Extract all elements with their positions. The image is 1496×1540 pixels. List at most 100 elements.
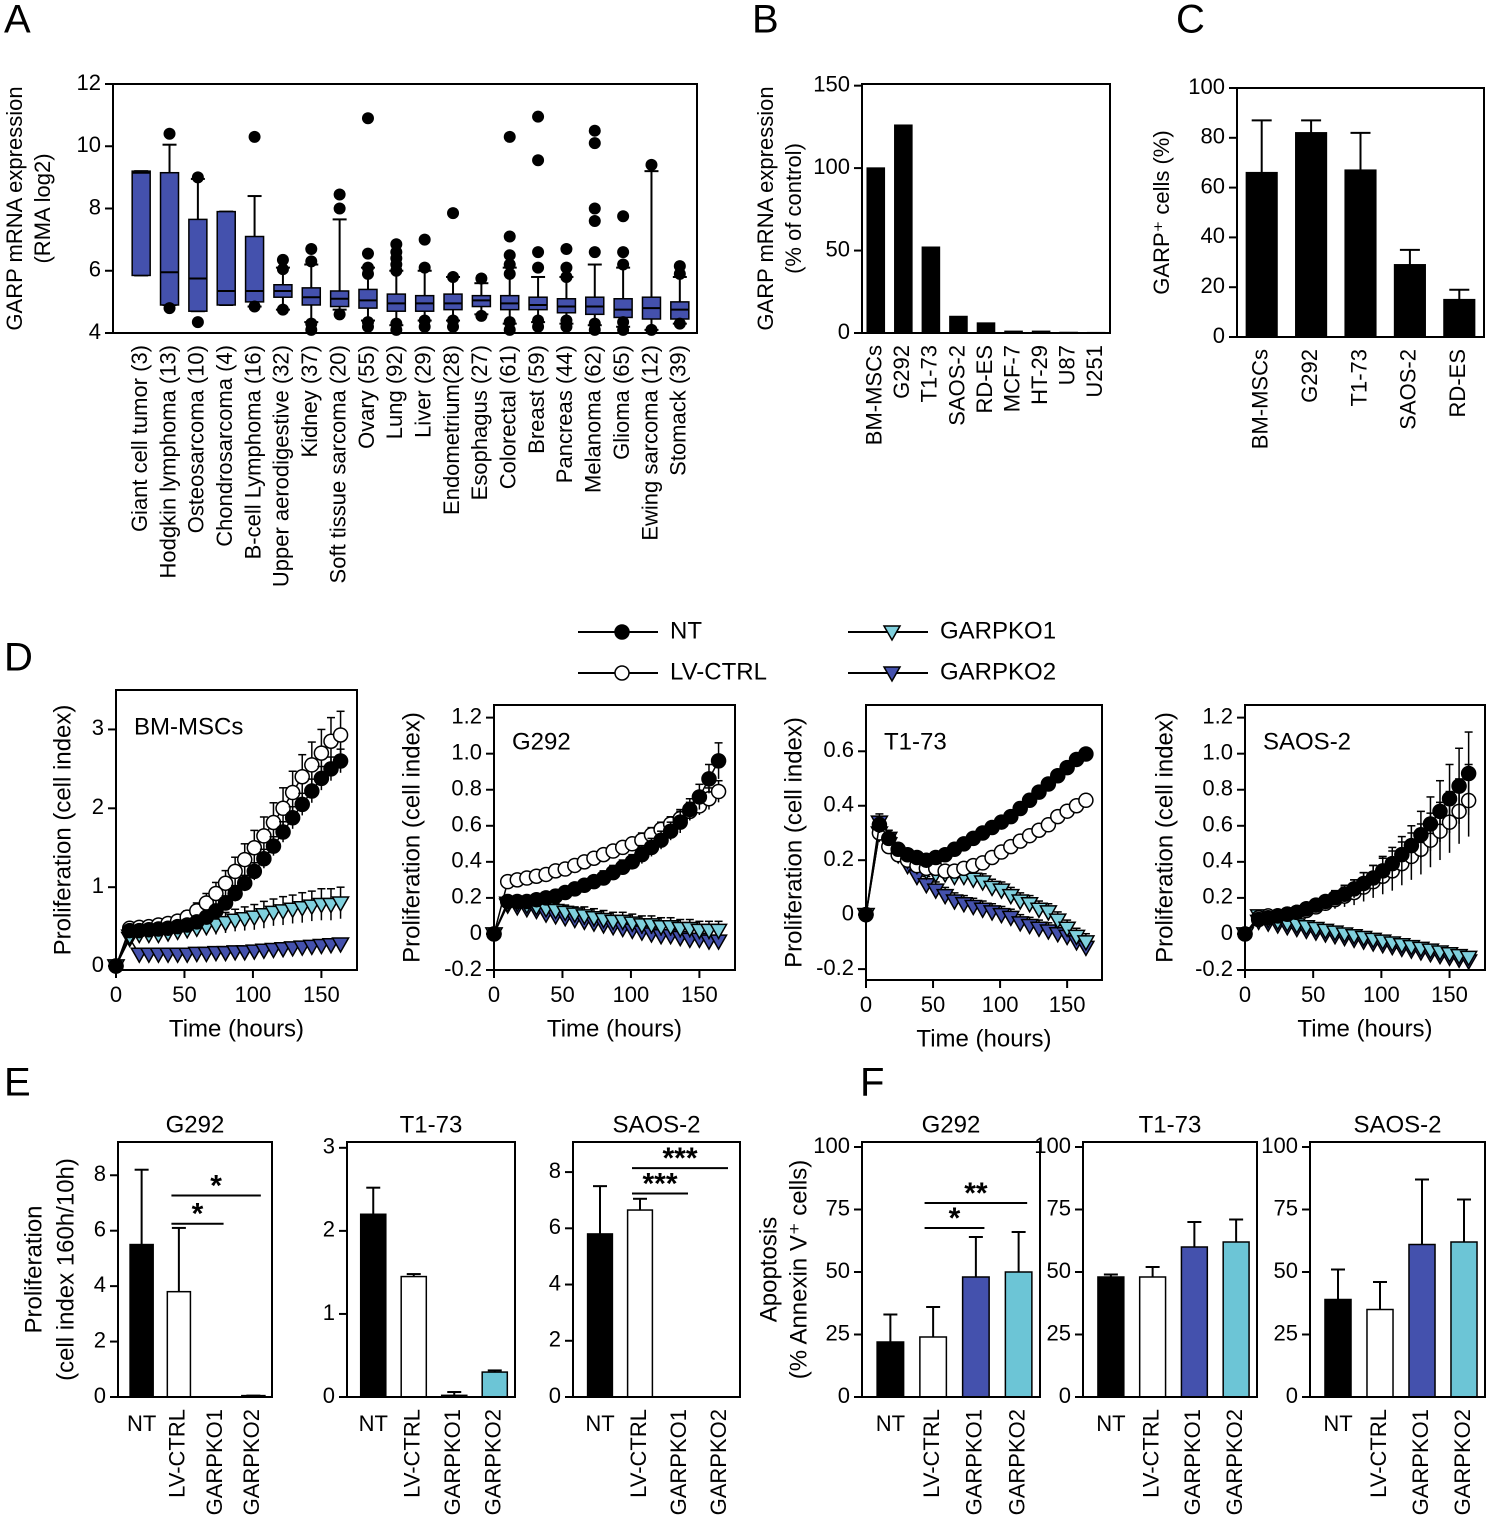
x-tick-label: Colorectal (61) (496, 345, 521, 489)
x-tick-label: GARPKO2 (706, 1409, 731, 1515)
outlier (589, 203, 601, 215)
y-tick-label: 0 (323, 1383, 335, 1408)
bar (963, 1277, 990, 1397)
marker (334, 754, 348, 768)
outlier (532, 246, 544, 258)
box (161, 173, 179, 305)
y-axis-label: (% of control) (781, 143, 806, 274)
x-tick-label: Osteosarcoma (10) (184, 345, 209, 533)
x-tick-label: SAOS-2 (944, 345, 969, 426)
y-tick-label: 25 (1047, 1320, 1071, 1345)
bar (1395, 265, 1426, 337)
y-tick-label: 12 (77, 70, 101, 95)
y-tick-label: 2 (94, 1327, 106, 1352)
x-tick-label: 50 (921, 992, 945, 1017)
outlier (249, 301, 261, 313)
y-tick-label: 6 (89, 257, 101, 282)
outlier (617, 210, 629, 222)
x-tick-label: GARPKO2 (1450, 1409, 1475, 1515)
y-tick-label: 0 (838, 1383, 850, 1408)
x-tick-label: 150 (1049, 992, 1086, 1017)
y-tick-label: 25 (826, 1320, 850, 1345)
y-tick-label: 1 (92, 873, 104, 898)
outlier (277, 263, 289, 275)
y-tick-label: 40 (1201, 223, 1225, 248)
x-tick-label: 100 (982, 992, 1019, 1017)
outlier (362, 112, 374, 124)
x-tick-label: Chondrosarcoma (4) (212, 345, 237, 547)
outlier (589, 246, 601, 258)
bar (977, 323, 994, 333)
x-tick-label: SAOS-2 (1396, 349, 1421, 430)
marker (872, 818, 886, 832)
x-tick-label: NT (585, 1411, 614, 1436)
marker (692, 790, 706, 804)
x-axis-label: Time (hours) (547, 1015, 682, 1042)
y-tick-label: 0 (1286, 1383, 1298, 1408)
y-axis-label: Proliferation (cell index) (49, 705, 76, 956)
y-axis-label: Proliferation (20, 1205, 47, 1333)
outlier (362, 321, 374, 333)
y-tick-label: 0 (549, 1383, 561, 1408)
x-tick-label: 0 (1239, 982, 1251, 1007)
panel-label: C (1176, 0, 1205, 42)
y-tick-label: 50 (826, 236, 850, 261)
x-tick-label: LV-CTRL (626, 1409, 651, 1498)
legend-marker (615, 625, 629, 639)
marker (1079, 793, 1093, 807)
marker (683, 803, 697, 817)
outlier (277, 304, 289, 316)
box (132, 171, 150, 275)
y-tick-label: 0 (1059, 1383, 1071, 1408)
y-tick-label: 1 (323, 1300, 335, 1325)
x-tick-label: 0 (488, 982, 500, 1007)
x-tick-label: GARPKO1 (962, 1409, 987, 1515)
x-tick-label: GARPKO1 (202, 1409, 227, 1515)
panel-label: F (860, 1061, 884, 1105)
x-tick-label: GARPKO2 (1222, 1409, 1247, 1515)
significance-label: * (192, 1198, 204, 1231)
outlier (447, 207, 459, 219)
y-axis-label: GARP mRNA expression (2, 86, 27, 330)
x-tick-label: NT (359, 1411, 388, 1436)
marker (295, 797, 309, 811)
outlier (589, 324, 601, 336)
outlier (362, 248, 374, 260)
outlier (192, 171, 204, 183)
y-axis-label: Apoptosis (755, 1217, 782, 1322)
x-tick-label: GARPKO1 (440, 1409, 465, 1515)
marker (673, 815, 687, 829)
y-tick-label: 100 (1261, 1133, 1298, 1158)
box (529, 297, 547, 309)
y-tick-label: 50 (1047, 1258, 1071, 1283)
x-tick-label: GARPKO1 (666, 1409, 691, 1515)
x-tick-label: HT-29 (1027, 345, 1052, 405)
x-tick-label: 50 (550, 982, 574, 1007)
outlier (645, 159, 657, 171)
x-tick-label: U251 (1082, 345, 1107, 398)
outlier (249, 131, 261, 143)
y-tick-label: 20 (1201, 273, 1225, 298)
panel-title: T1-73 (1139, 1111, 1202, 1138)
y-tick-label: 0.4 (1202, 848, 1233, 873)
significance-label: ** (964, 1177, 988, 1210)
x-tick-label: Soft tissue sarcoma (20) (325, 345, 350, 583)
x-tick-label: RD-ES (1445, 349, 1470, 417)
y-tick-label: 0.6 (823, 737, 854, 762)
y-tick-label: 2 (549, 1327, 561, 1352)
x-tick-label: GARPKO2 (239, 1409, 264, 1515)
outlier (617, 324, 629, 336)
bar (920, 1337, 947, 1397)
outlier (532, 154, 544, 166)
outlier (504, 231, 516, 243)
outlier (532, 111, 544, 123)
x-tick-label: B-cell Lymphoma (16) (240, 345, 265, 559)
x-tick-label: 100 (235, 982, 272, 1007)
x-tick-label: NT (1096, 1411, 1125, 1436)
marker (257, 852, 271, 866)
y-tick-label: 1.2 (1202, 703, 1233, 728)
y-tick-label: 100 (813, 1133, 850, 1158)
marker (238, 876, 252, 890)
y-tick-label: 0.2 (1202, 884, 1233, 909)
